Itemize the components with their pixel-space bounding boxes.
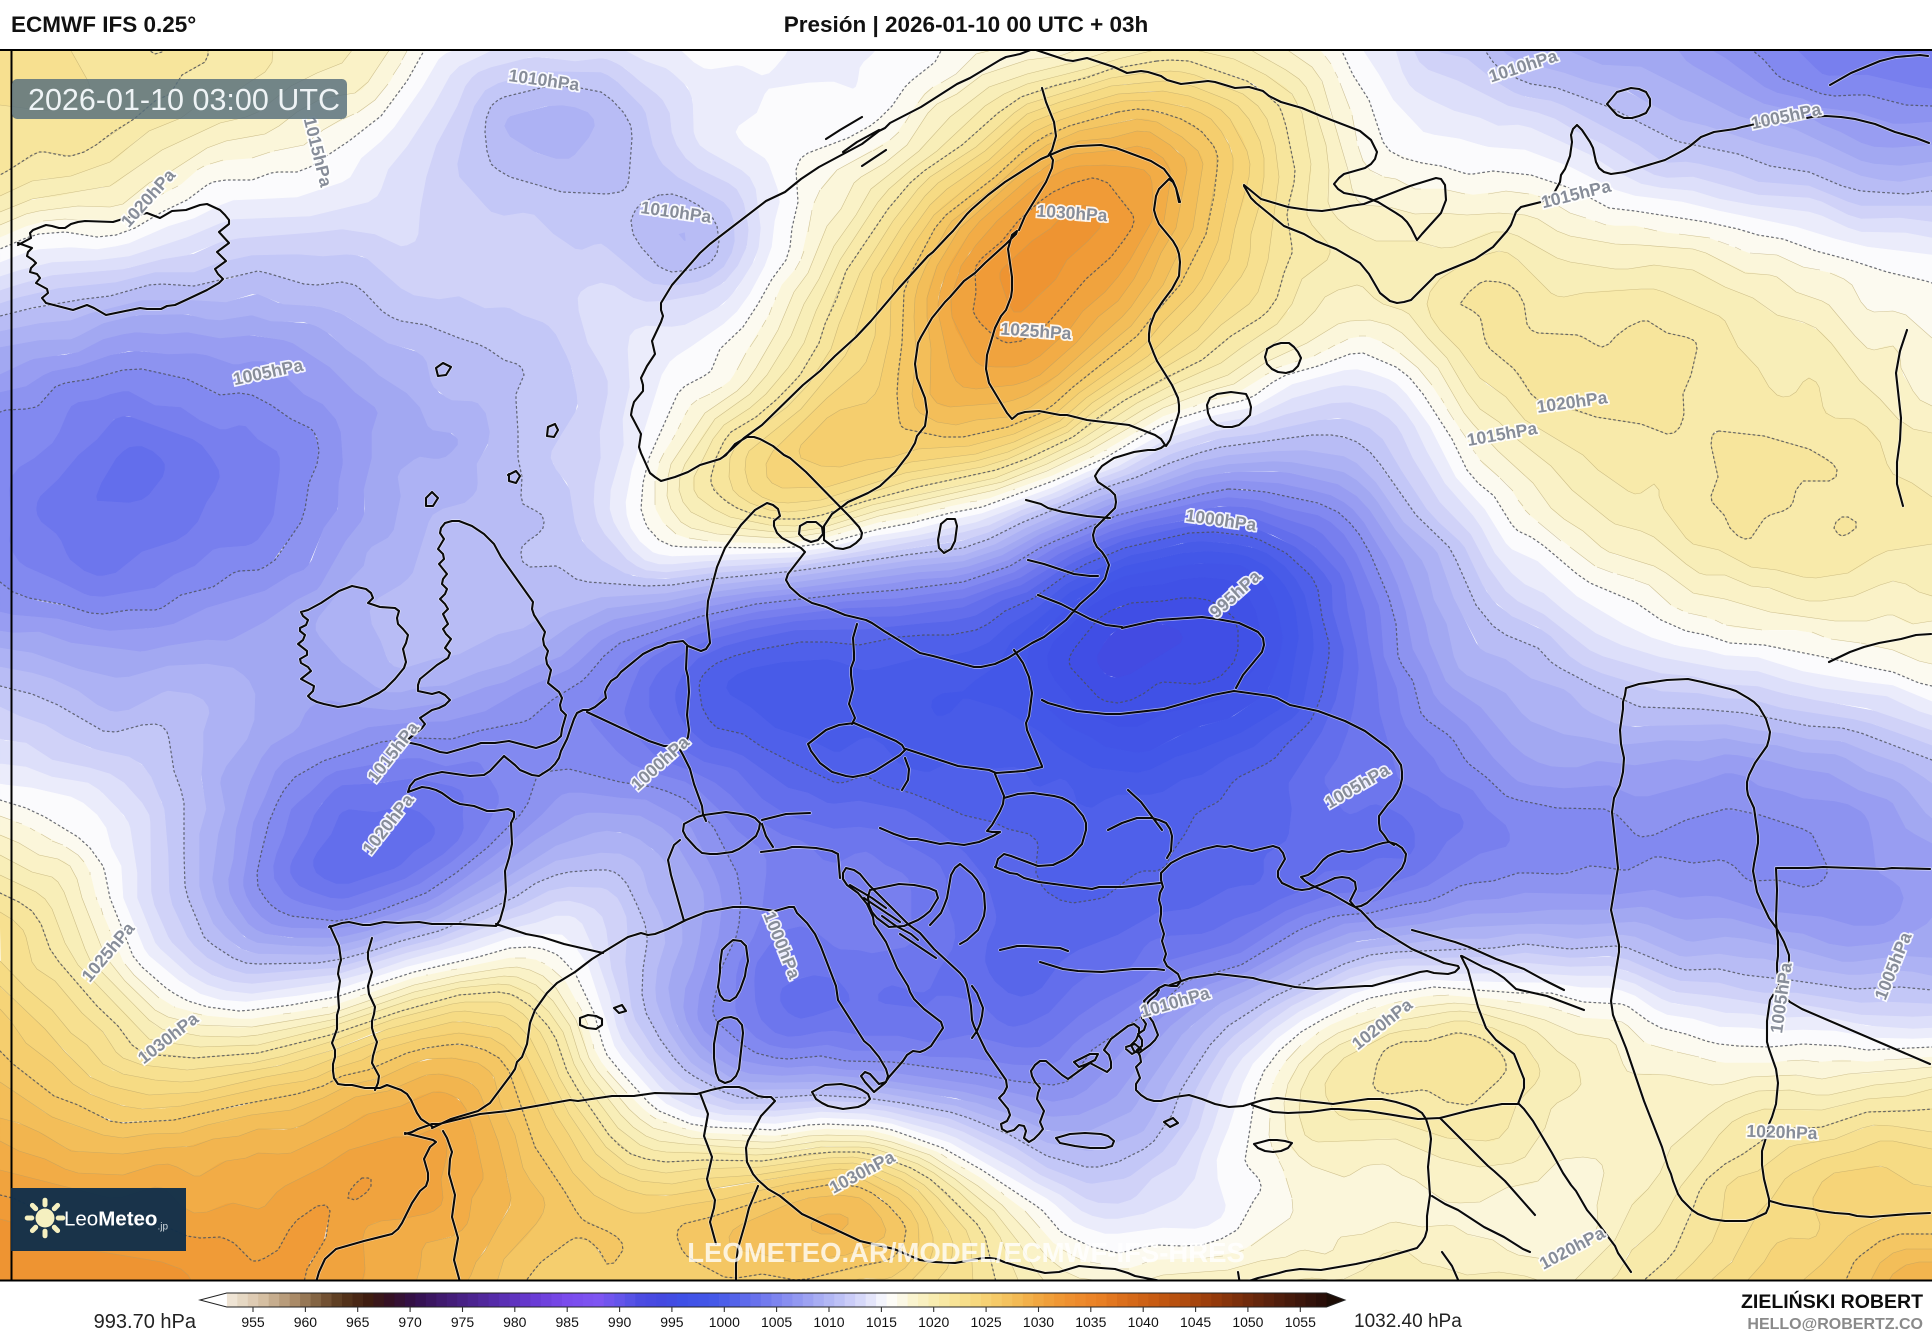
- svg-text:1032.40 hPa: 1032.40 hPa: [1354, 1311, 1462, 1332]
- svg-text:Presión | 2026-01-10 00 UTC +: Presión | 2026-01-10 00 UTC + 03h: [784, 12, 1149, 37]
- svg-text:970: 970: [398, 1314, 422, 1330]
- svg-text:1030: 1030: [1023, 1314, 1054, 1330]
- svg-text:2026-01-10 03:00 UTC: 2026-01-10 03:00 UTC: [28, 83, 340, 117]
- svg-text:993.70 hPa: 993.70 hPa: [94, 1311, 197, 1333]
- svg-text:ECMWF IFS 0.25°: ECMWF IFS 0.25°: [11, 12, 196, 37]
- svg-text:990: 990: [608, 1314, 632, 1330]
- svg-text:1020: 1020: [918, 1314, 949, 1330]
- svg-text:965: 965: [346, 1314, 370, 1330]
- svg-text:LeoMeteo.jp: LeoMeteo.jp: [64, 1208, 168, 1233]
- svg-text:1040: 1040: [1128, 1314, 1159, 1330]
- svg-text:ZIELIŃSKI ROBERT: ZIELIŃSKI ROBERT: [1741, 1290, 1923, 1313]
- svg-text:985: 985: [556, 1314, 580, 1330]
- svg-text:1005: 1005: [761, 1314, 792, 1330]
- svg-text:1000: 1000: [709, 1314, 740, 1330]
- svg-text:960: 960: [294, 1314, 318, 1330]
- svg-text:1010: 1010: [813, 1314, 844, 1330]
- svg-text:1025: 1025: [971, 1314, 1002, 1330]
- svg-text:LEOMETEO.AR/MODEL/ECMWF-IFS-HR: LEOMETEO.AR/MODEL/ECMWF-IFS-HRES: [687, 1237, 1245, 1268]
- svg-text:1055: 1055: [1285, 1314, 1316, 1330]
- svg-text:1045: 1045: [1180, 1314, 1211, 1330]
- svg-text:980: 980: [503, 1314, 527, 1330]
- svg-text:975: 975: [451, 1314, 475, 1330]
- svg-text:955: 955: [241, 1314, 265, 1330]
- svg-text:1020hPa: 1020hPa: [1746, 1121, 1818, 1143]
- svg-text:1035: 1035: [1075, 1314, 1106, 1330]
- svg-text:1050: 1050: [1232, 1314, 1263, 1330]
- svg-text:995: 995: [660, 1314, 684, 1330]
- svg-text:1015: 1015: [866, 1314, 897, 1330]
- svg-text:HELLO@ROBERTZ.CO: HELLO@ROBERTZ.CO: [1747, 1316, 1923, 1333]
